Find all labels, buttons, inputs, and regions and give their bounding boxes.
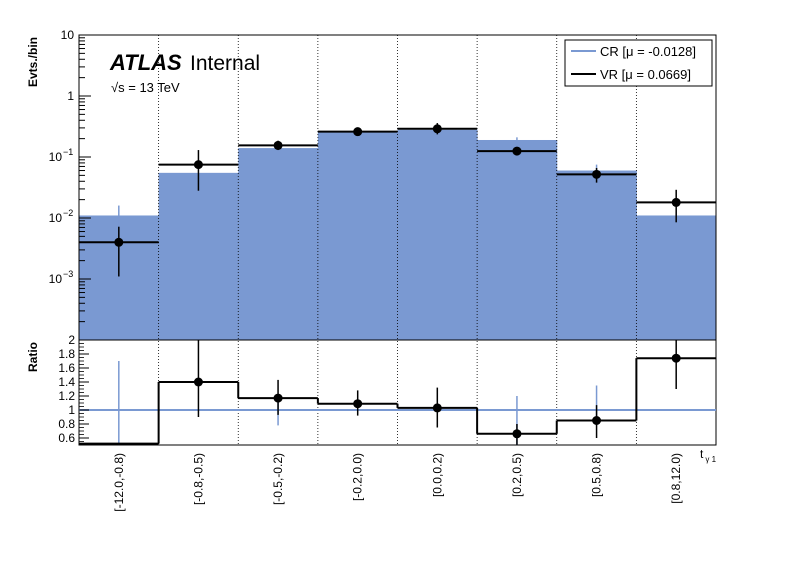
x-tick-label-4: [0.0,0.2) bbox=[430, 453, 444, 497]
x-tick-label-0: [-12.0,-0.8) bbox=[112, 453, 126, 512]
main-y-tick-exponent-2: −1 bbox=[63, 147, 73, 157]
vr-point-0 bbox=[114, 237, 124, 247]
x-tick-label-5: [0.2,0.5) bbox=[510, 453, 524, 497]
x-tick-labels: [-12.0,-0.8) [-0.8,-0.5) [-0.5,-0.2) [-0.2,… bbox=[112, 453, 683, 512]
ratio-point-4 bbox=[432, 403, 442, 413]
legend-cr-label: CR [μ = -0.0128] bbox=[600, 44, 696, 59]
legend-vr-label: VR [μ = 0.0669] bbox=[600, 67, 691, 82]
main-y-tick-label-0: 10 bbox=[61, 28, 75, 42]
main-y-tick-label-1: 1 bbox=[67, 89, 74, 103]
histogram-area bbox=[79, 129, 717, 340]
vr-point-4 bbox=[432, 124, 442, 134]
x-axis-title-main: t bbox=[700, 447, 704, 461]
ratio-y-axis: 0.60.811.21.41.61.82 bbox=[58, 333, 89, 445]
cr-bar-3 bbox=[317, 131, 398, 340]
x-tick-label-3: [-0.2,0.0) bbox=[351, 453, 365, 501]
main-y-axis-title: Evts./bin bbox=[26, 37, 40, 87]
ratio-point-3 bbox=[353, 399, 363, 409]
cr-bar-4 bbox=[397, 129, 478, 340]
ratio-y-tick-label-0: 0.6 bbox=[58, 431, 75, 445]
x-tick-label-6: [0.5,0.8) bbox=[590, 453, 604, 497]
vr-point-1 bbox=[193, 160, 203, 170]
main-y-tick-label-3: 10 bbox=[49, 211, 63, 225]
main-y-tick-label-2: 10 bbox=[49, 150, 63, 164]
ratio-point-7 bbox=[671, 353, 681, 363]
ratio-y-axis-title: Ratio bbox=[26, 342, 40, 372]
ratio-y-tick-label-3: 1.2 bbox=[58, 389, 75, 403]
legend: CR [μ = -0.0128] VR [μ = 0.0669] bbox=[564, 39, 713, 87]
bin-separators bbox=[158, 35, 637, 445]
cr-bar-7 bbox=[636, 215, 717, 340]
vr-point-3 bbox=[353, 127, 363, 137]
ratio-y-tick-label-4: 1.4 bbox=[58, 375, 75, 389]
ratio-y-tick-label-7: 2 bbox=[68, 333, 75, 347]
cr-bar-1 bbox=[158, 172, 239, 340]
ratio-point-2 bbox=[273, 393, 283, 403]
main-y-tick-exponent-4: −3 bbox=[63, 269, 73, 279]
ratio-point-5 bbox=[512, 429, 522, 439]
vr-point-6 bbox=[592, 169, 602, 179]
cr-bar-5 bbox=[477, 139, 558, 340]
main-y-tick-exponent-3: −2 bbox=[63, 208, 73, 218]
x-tick-label-2: [-0.5,-0.2) bbox=[271, 453, 285, 505]
ratio-y-tick-label-5: 1.6 bbox=[58, 361, 75, 375]
main-y-tick-label-4: 10 bbox=[49, 272, 63, 286]
ratio-series bbox=[79, 340, 716, 445]
status-label: Internal bbox=[190, 52, 260, 75]
x-tick-label-7: [0.8,12.0) bbox=[669, 453, 683, 504]
x-axis-title-sub: γ 1 bbox=[705, 455, 716, 464]
atlas-label: ATLAS bbox=[109, 50, 182, 75]
cr-bar-2 bbox=[238, 148, 319, 340]
vr-series bbox=[79, 123, 716, 277]
legend-box bbox=[564, 39, 713, 87]
vr-point-5 bbox=[512, 146, 522, 156]
cr-bar-6 bbox=[556, 170, 637, 340]
ratio-y-tick-label-6: 1.8 bbox=[58, 347, 75, 361]
vr-point-7 bbox=[671, 197, 681, 207]
vr-point-2 bbox=[273, 140, 283, 150]
x-tick-label-1: [-0.8,-0.5) bbox=[191, 453, 205, 505]
ratio-point-1 bbox=[193, 377, 203, 387]
energy-label: √s = 13 TeV bbox=[111, 80, 180, 95]
ratio-point-6 bbox=[592, 416, 602, 425]
ratio-y-tick-label-2: 1 bbox=[68, 403, 75, 417]
ratio-y-tick-label-1: 0.8 bbox=[58, 417, 75, 431]
